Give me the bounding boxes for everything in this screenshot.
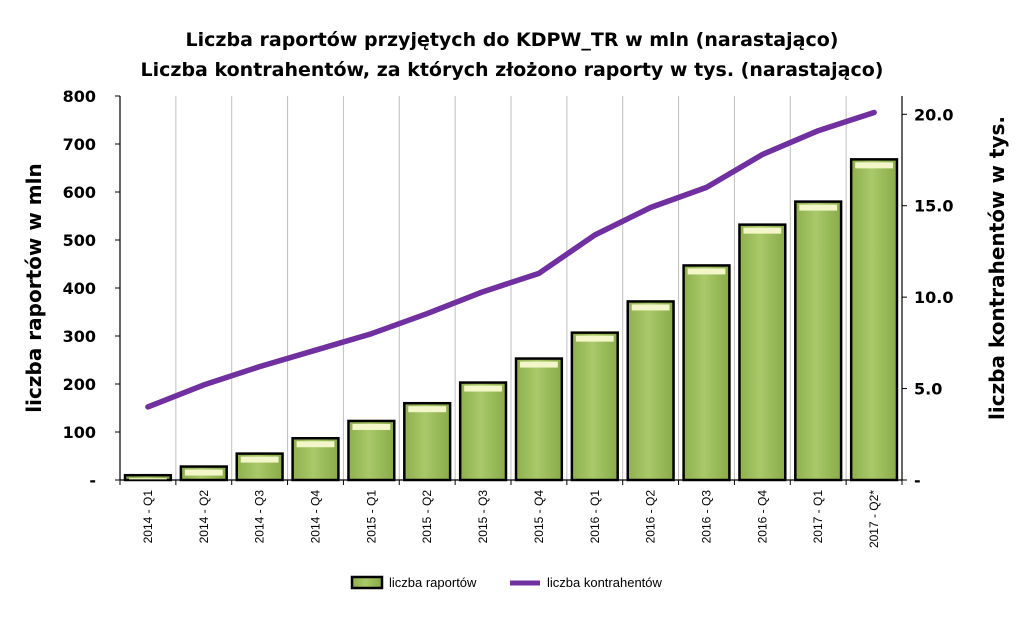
y-ticks: - 100 200 300 400 500 600 700 800 <box>63 87 120 490</box>
chart-title: Liczba raportów przyjętych do KDPW_TR w … <box>186 29 839 51</box>
x-tick-label: 2016 - Q1 <box>588 490 602 544</box>
x-tick-label: 2015 - Q3 <box>476 490 490 544</box>
legend: liczba raportów liczba kontrahentów <box>350 575 663 590</box>
y2-tick-label: 15.0 <box>914 197 953 216</box>
bar <box>626 300 675 482</box>
y2-tick-label: - <box>914 471 921 490</box>
y-tick-label: - <box>89 471 96 490</box>
y-axis-label: liczba raportów w mln <box>22 163 46 412</box>
x-tick-label: 2014 - Q1 <box>141 490 155 544</box>
x-tick-label: 2017 - Q2* <box>867 490 881 548</box>
y2-tick-label: 20.0 <box>914 105 953 124</box>
bar <box>179 465 228 482</box>
x-ticks: 2014 - Q1 2014 - Q2 2014 - Q3 2014 - Q4 2015… <box>141 490 881 548</box>
bar <box>458 381 508 482</box>
bar-body <box>738 223 787 482</box>
bar-highlight <box>464 385 502 392</box>
bar-highlight <box>240 456 279 463</box>
y-tick-label: 300 <box>63 327 96 346</box>
bar-highlight <box>184 469 223 476</box>
axes <box>119 96 903 485</box>
y-tick-label: 800 <box>63 87 96 106</box>
bar-highlight <box>631 304 670 311</box>
bar <box>291 436 340 482</box>
y-tick-label: 400 <box>63 279 96 298</box>
x-tick-label: 2016 - Q4 <box>755 490 769 544</box>
bar <box>403 401 452 482</box>
legend-bar-label: liczba raportów <box>389 575 477 590</box>
y-tick-label: 200 <box>63 375 96 394</box>
bar-highlight <box>743 227 782 234</box>
bar-highlight <box>520 361 558 368</box>
y2-tick-label: 5.0 <box>914 380 942 399</box>
bar-body <box>403 401 452 482</box>
line-series <box>145 109 877 410</box>
y-tick-label: 500 <box>63 231 96 250</box>
contractors-line <box>145 109 877 410</box>
bar <box>794 200 843 482</box>
bar-body <box>682 264 731 482</box>
bar <box>849 158 899 482</box>
bar-highlight <box>855 162 893 169</box>
y2-axis-label: liczba kontrahentów w tys. <box>985 116 1009 420</box>
bar-body <box>849 158 899 482</box>
bar-highlight <box>575 335 614 342</box>
bar <box>235 452 284 482</box>
x-tick-label: 2014 - Q4 <box>309 490 323 544</box>
bar-body <box>570 331 619 482</box>
bar-body <box>347 419 396 482</box>
x-tick-label: 2017 - Q1 <box>811 490 825 544</box>
y2-ticks: - 5.0 10.0 15.0 20.0 <box>902 105 953 490</box>
bar-body <box>514 357 564 482</box>
gridlines <box>175 96 847 480</box>
bar-highlight <box>687 268 726 275</box>
bar <box>347 419 396 482</box>
x-tick-label: 2014 - Q2 <box>197 490 211 544</box>
legend-bar-swatch <box>350 575 384 590</box>
legend-line-label: liczba kontrahentów <box>547 575 663 590</box>
y-tick-label: 700 <box>63 135 96 154</box>
y-tick-label: 100 <box>63 423 96 442</box>
x-tick-label: 2015 - Q1 <box>364 490 378 544</box>
chart-subtitle: Liczba kontrahentów, za których złożono … <box>141 59 884 81</box>
bar-highlight <box>799 204 838 211</box>
bar-highlight <box>352 423 391 430</box>
y-tick-label: 600 <box>63 183 96 202</box>
bar <box>738 223 787 482</box>
bar <box>514 357 564 482</box>
y2-tick-label: 10.0 <box>914 288 953 307</box>
bar-highlight <box>296 441 335 448</box>
bar <box>682 264 731 482</box>
bar-body <box>458 381 508 482</box>
bar-body <box>626 300 675 482</box>
x-tick-label: 2014 - Q3 <box>253 490 267 544</box>
bar-series <box>123 158 899 482</box>
x-tick-label: 2016 - Q2 <box>644 490 658 544</box>
x-tick-label: 2016 - Q3 <box>700 490 714 544</box>
x-tick-label: 2015 - Q4 <box>532 490 546 544</box>
bar-body <box>794 200 843 482</box>
bar <box>570 331 619 482</box>
bar-highlight <box>408 406 447 413</box>
x-tick-label: 2015 - Q2 <box>420 490 434 544</box>
bar-highlight <box>129 478 167 481</box>
